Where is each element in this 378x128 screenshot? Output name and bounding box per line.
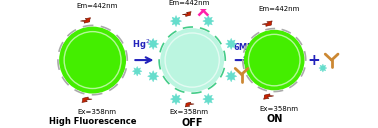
Text: Ex=358nm: Ex=358nm [169, 109, 209, 115]
Polygon shape [132, 66, 142, 76]
Circle shape [244, 30, 305, 90]
Text: OFF: OFF [181, 118, 203, 128]
Polygon shape [182, 12, 191, 16]
Polygon shape [170, 15, 181, 27]
Polygon shape [203, 94, 214, 105]
Polygon shape [226, 38, 237, 50]
Text: +: + [307, 53, 320, 68]
Polygon shape [185, 102, 194, 107]
Text: Em=442nm: Em=442nm [77, 3, 118, 9]
Text: Hg$^{2+}$: Hg$^{2+}$ [132, 38, 156, 52]
Text: ON: ON [266, 114, 282, 124]
Text: High Fluorescence: High Fluorescence [49, 118, 136, 126]
Polygon shape [263, 94, 274, 99]
Polygon shape [226, 71, 237, 82]
Text: Ex=358nm: Ex=358nm [78, 109, 117, 115]
Circle shape [59, 27, 126, 94]
Circle shape [160, 28, 224, 92]
Text: Em=442nm: Em=442nm [258, 6, 300, 12]
Polygon shape [319, 64, 327, 72]
Text: 6MP: 6MP [234, 43, 254, 52]
Polygon shape [81, 18, 91, 23]
Polygon shape [147, 71, 159, 82]
Polygon shape [262, 21, 272, 26]
Polygon shape [203, 15, 214, 27]
Text: Ex=358nm: Ex=358nm [260, 106, 299, 112]
Text: Em=442nm: Em=442nm [168, 0, 210, 6]
Polygon shape [170, 94, 181, 105]
Polygon shape [147, 38, 159, 50]
Polygon shape [82, 97, 92, 102]
